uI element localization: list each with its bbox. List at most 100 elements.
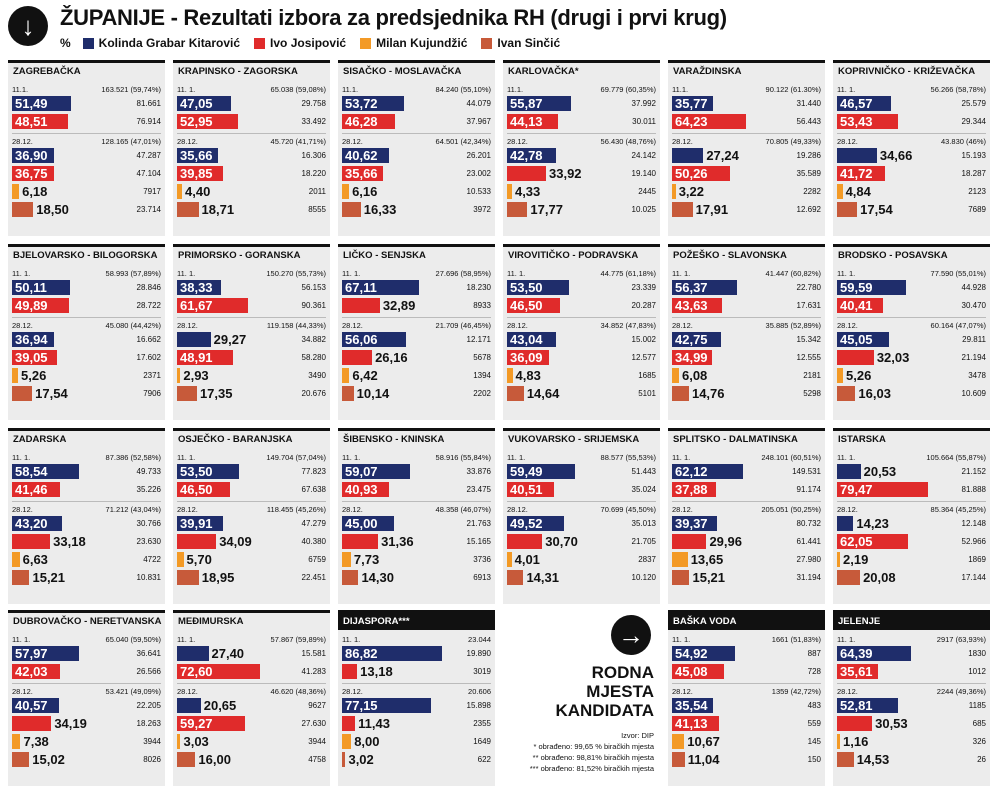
round-turnout: 1359 (42,72%) <box>771 687 821 696</box>
bar-kujundzic <box>12 552 20 567</box>
bar-votes-label: 91.174 <box>796 485 821 494</box>
bar-josipovic <box>342 716 356 731</box>
source-line: *** obrađeno: 81,52% biračkih mjesta <box>529 764 654 773</box>
round-date: 11.1. <box>507 85 524 94</box>
rodna-title-line: MJESTA <box>586 682 654 701</box>
round1-header: 28.12. 48.358 (46,07%) <box>342 504 491 515</box>
county-name: ISTARSKA <box>838 434 886 445</box>
bar-votes-label: 22.451 <box>301 573 326 582</box>
legend-item: Kolinda Grabar Kitarović <box>82 36 240 50</box>
bar-josipovic <box>12 664 61 679</box>
bar-percent-label: 53,50 <box>180 464 213 479</box>
county-card: MEĐIMURSKA 11. 1. 57.867 (59,89%) 27,40 15.5… <box>173 610 330 786</box>
bar-percent-label: 36,94 <box>15 332 48 347</box>
round1-header: 28.12. 45.720 (41,71%) <box>177 136 326 147</box>
round-date: 11. 1. <box>12 635 31 644</box>
bar-kolinda <box>12 516 62 531</box>
bar-percent-label: 14,23 <box>856 516 889 531</box>
bar-sincic <box>177 202 199 217</box>
bar-percent-label: 52,81 <box>840 698 873 713</box>
bar-percent-label: 20,65 <box>203 698 237 713</box>
legend-item: Milan Kujundžić <box>360 36 467 50</box>
bar-sincic <box>672 752 685 767</box>
bar-kolinda <box>12 332 55 347</box>
round2-header: 11. 1. 149.704 (57,04%) <box>177 452 326 463</box>
round-separator <box>342 317 491 318</box>
round-date: 11. 1. <box>507 453 526 462</box>
bar-kolinda <box>342 148 389 163</box>
bar-josipovic <box>12 298 70 313</box>
bar-kujundzic <box>837 734 840 749</box>
bar-kolinda <box>837 332 889 347</box>
round2-header: 11. 1. 58.993 (57,89%) <box>12 268 161 279</box>
round1-header: 28.12. 21.709 (46,45%) <box>342 320 491 331</box>
round-turnout: 87.386 (52,58%) <box>105 453 161 462</box>
bar-kolinda <box>507 148 557 163</box>
bar-percent-label: 14,76 <box>691 386 725 401</box>
round-separator <box>837 317 986 318</box>
bar-percent-label: 52,95 <box>180 114 213 129</box>
round1-header: 28.12. 118.455 (45,26%) <box>177 504 326 515</box>
bar-kolinda <box>342 464 410 479</box>
round-turnout: 90.122 (61.30%) <box>765 85 821 94</box>
bar-percent-label: 39,37 <box>675 516 708 531</box>
bar-percent-label: 34,99 <box>675 350 708 365</box>
legend-label: Ivan Sinčić <box>497 36 561 50</box>
bar-votes-label: 8555 <box>308 205 326 214</box>
header: ↓ ŽUPANIJE - Rezultati izbora za predsje… <box>0 0 991 58</box>
round-date: 11. 1. <box>342 635 361 644</box>
bar-josipovic <box>342 350 373 365</box>
round1-header: 28.12. 71.212 (43,04%) <box>12 504 161 515</box>
bar-percent-label: 42,03 <box>15 664 48 679</box>
bar-josipovic <box>12 350 57 365</box>
bar-josipovic <box>672 114 746 129</box>
round-turnout: 128.165 (47,01%) <box>101 137 161 146</box>
bar-votes-label: 728 <box>807 667 821 676</box>
bar-percent-label: 15,21 <box>32 570 66 585</box>
round-turnout: 70.805 (49,33%) <box>765 137 821 146</box>
bar-votes-label: 2445 <box>638 187 656 196</box>
round-turnout: 23.044 <box>468 635 491 644</box>
bar-votes-label: 10.025 <box>631 205 656 214</box>
round-date: 11. 1. <box>507 269 526 278</box>
bar-josipovic <box>672 482 716 497</box>
round-separator <box>177 133 326 134</box>
bar-percent-label: 20,53 <box>863 464 897 479</box>
bar-percent-label: 59,49 <box>510 464 543 479</box>
bar-votes-label: 24.142 <box>631 151 656 160</box>
round-turnout: 53.421 (49,09%) <box>105 687 161 696</box>
bar-percent-label: 6,18 <box>22 184 48 199</box>
county-name: DUBROVAČKO - NERETVANSKA <box>13 616 162 627</box>
bar-percent-label: 46,50 <box>180 482 213 497</box>
round-date: 11. 1. <box>837 269 856 278</box>
bar-votes-label: 36.641 <box>136 649 161 658</box>
round-date: 28.12. <box>837 505 858 514</box>
round-turnout: 45.080 (44,42%) <box>105 321 161 330</box>
bar-josipovic <box>672 716 720 731</box>
bar-votes-label: 15.898 <box>466 701 491 710</box>
bar-percent-label: 40,62 <box>345 148 378 163</box>
bar-votes-label: 37.967 <box>466 117 491 126</box>
bar-percent-label: 43,63 <box>675 298 708 313</box>
round1-header: 28.12. 128.165 (47,01%) <box>12 136 161 147</box>
bar-votes-label: 17.631 <box>796 301 821 310</box>
bar-percent-label: 58,54 <box>15 464 48 479</box>
legend-item: Ivo Josipović <box>254 36 346 50</box>
bar-percent-label: 6,08 <box>681 368 708 383</box>
county-name: JELENJE <box>833 613 990 630</box>
source-line: Izvor: DIP <box>621 731 654 740</box>
bar-percent-label: 30,53 <box>875 716 908 731</box>
bar-percent-label: 29,96 <box>709 534 742 549</box>
bar-votes-label: 30.011 <box>632 117 656 126</box>
bar-kujundzic <box>342 184 350 199</box>
bar-votes-label: 4758 <box>308 755 326 764</box>
round-turnout: 21.709 (46,45%) <box>435 321 491 330</box>
bar-percent-label: 45,05 <box>840 332 873 347</box>
legend-label: Milan Kujundžić <box>376 36 468 50</box>
bar-percent-label: 55,87 <box>510 96 543 111</box>
round2-header: 11. 1. 2917 (63,93%) <box>837 634 986 645</box>
bar-kolinda <box>672 280 737 295</box>
bar-percent-label: 59,07 <box>345 464 378 479</box>
round-date: 11. 1. <box>837 85 856 94</box>
round-turnout: 64.501 (42,34%) <box>435 137 491 146</box>
